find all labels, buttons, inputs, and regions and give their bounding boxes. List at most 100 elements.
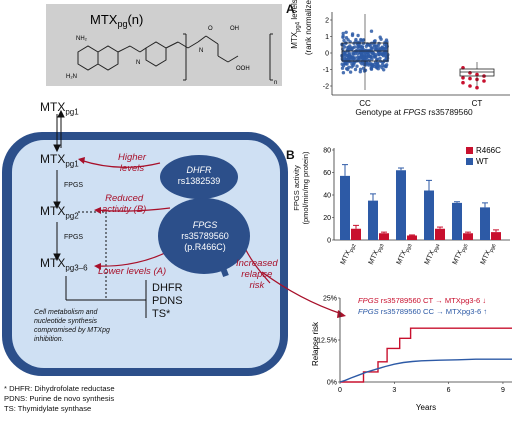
bar-r466c — [491, 232, 501, 240]
cc-point — [347, 59, 351, 64]
cc-point — [353, 56, 357, 60]
cc-point — [380, 45, 384, 49]
cc-point — [376, 67, 380, 71]
bar-r466c — [351, 228, 361, 240]
mtx-outer-label: MTXpg1 — [40, 100, 79, 117]
panel-b-category-label: MTXpg4 — [424, 242, 442, 267]
cc-point — [382, 42, 387, 47]
panel-a-ytick: -1 — [323, 67, 329, 74]
cc-point — [356, 55, 360, 59]
cell-diagram — [2, 109, 288, 376]
subscript-n: n — [274, 80, 277, 86]
ct-point — [468, 71, 472, 75]
cc-point — [384, 44, 389, 49]
cc-point — [385, 63, 389, 67]
cc-point — [354, 39, 358, 43]
molecule-drawing: MTXpg(n) NH₂ H₂N N N O OH OOH n — [66, 12, 277, 86]
cc-point — [350, 32, 355, 36]
cc-point — [375, 57, 380, 61]
panel-b-category-label: MTXpg3 — [396, 242, 414, 267]
cc-point — [346, 45, 350, 49]
fpgs-ellipse — [158, 198, 250, 274]
bar-wt — [452, 202, 462, 240]
panel-b-letter: B — [286, 148, 295, 162]
panel-a-letter: A — [286, 2, 295, 16]
panel-c-xtick: 0 — [338, 387, 342, 394]
panel-b-ytick: 20 — [323, 215, 331, 222]
cc-point — [379, 37, 383, 41]
cc-point — [360, 62, 364, 66]
bar-wt — [424, 190, 434, 240]
category-ct: CT — [472, 99, 483, 108]
cc-point — [382, 68, 386, 72]
bar-wt — [480, 207, 490, 240]
cc-point — [342, 38, 346, 43]
metabolism-note: Cell metabolism and nucleotide synthesis… — [34, 309, 110, 343]
svg-text:H₂N: H₂N — [66, 74, 77, 80]
cc-point — [378, 56, 382, 60]
cc-point — [362, 53, 366, 57]
fpgs-ellipse-text: FPGS rs35789560 (p.R466C) — [181, 220, 229, 252]
cc-point — [369, 29, 374, 33]
bar-wt — [368, 200, 378, 240]
ct-point — [482, 79, 486, 83]
cc-point — [376, 64, 380, 68]
cc-point — [343, 57, 348, 61]
cc-point — [359, 37, 363, 42]
cc-point — [340, 66, 345, 70]
cc-point — [347, 51, 351, 55]
panel-b-category-label: MTXpg3 — [368, 242, 386, 267]
panel-b-category-label: MTXpg2 — [340, 242, 358, 267]
cc-point — [343, 62, 348, 66]
cc-point — [341, 71, 346, 75]
panel-c-legend-ct: FPGS rs35789560 CT → MTXpg3-6 ↓ — [358, 296, 487, 305]
cc-point — [377, 41, 381, 46]
footnotes: * DHFR: Dihydrofolate reductase PDNS: Pu… — [4, 384, 115, 413]
fpgs-step1-label: FPGS — [64, 182, 84, 189]
bar-r466c — [463, 233, 473, 240]
cc-point — [364, 44, 368, 48]
bar-r466c — [407, 235, 417, 240]
enzyme-dhfr: DHFR — [152, 282, 183, 294]
svg-text:NH₂: NH₂ — [76, 36, 88, 42]
bar-r466c — [379, 233, 389, 240]
cc-point — [384, 55, 388, 59]
mtx-pg2-label: MTXpg2 — [40, 204, 79, 221]
panel-b-category-label: MTXpg5 — [452, 242, 470, 267]
ct-relapse-curve — [340, 327, 512, 383]
svg-text:OH: OH — [230, 26, 239, 32]
panel-b-ytick: 60 — [323, 170, 331, 177]
footnote-dhfr: * DHFR: Dihydrofolate reductase — [4, 384, 115, 393]
panel-b-category-label: MTXpg6 — [480, 242, 498, 267]
panel-a-xlabel: Genotype at FPGS rs35789560 — [355, 107, 473, 117]
cc-point — [354, 49, 358, 54]
panel-c-xtick: 3 — [392, 387, 396, 394]
bar-wt — [340, 175, 350, 240]
cc-point — [372, 43, 376, 47]
cc-point — [355, 64, 359, 68]
cc-relapse-curve — [339, 358, 512, 383]
mtx-pg3-6-label: MTXpg3–6 — [40, 256, 88, 273]
svg-text:N: N — [199, 48, 203, 54]
ct-point — [468, 76, 472, 81]
cc-point — [347, 54, 352, 59]
dhfr-ellipse — [160, 155, 238, 199]
cc-point — [346, 67, 350, 72]
panel-b-ytick: 80 — [323, 148, 331, 155]
panel-b-ytick: 40 — [323, 193, 331, 200]
cc-point — [373, 39, 377, 43]
panel-a-chart: 2 1 0 -1 -2 CC CT — [323, 12, 510, 108]
fpgs-step2-label: FPGS — [64, 234, 84, 241]
cc-point — [369, 66, 373, 70]
svg-text:N: N — [136, 60, 140, 66]
svg-text:O: O — [208, 26, 213, 32]
cc-point — [356, 45, 360, 49]
cc-point — [340, 62, 344, 66]
panel-c-legend-cc: FPGS rs35789560 CC → MTXpg3-6 ↑ — [358, 307, 488, 316]
cc-point — [356, 33, 360, 38]
ct-point — [461, 80, 465, 85]
panel-b-ylabel: FPGS activity (pmol/min/mg protein) — [292, 151, 310, 225]
cc-point — [361, 41, 366, 46]
panel-c-xtick: 6 — [447, 387, 451, 394]
cc-point — [344, 30, 348, 34]
